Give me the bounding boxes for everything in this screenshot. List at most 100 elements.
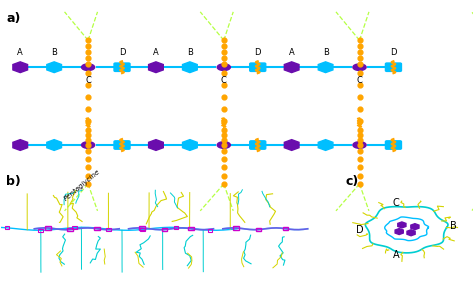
Point (84, 62, 92, 67)
Point (220, 138, 228, 143)
Point (84, 38, 92, 43)
Polygon shape (182, 140, 197, 150)
Point (84, 119, 92, 124)
Text: A: A (18, 48, 23, 57)
Point (220, 56, 228, 61)
Text: D: D (119, 48, 125, 57)
FancyBboxPatch shape (385, 63, 401, 71)
Bar (188, 227, 194, 230)
Point (220, 173, 228, 178)
FancyBboxPatch shape (114, 141, 130, 149)
Bar (208, 229, 212, 232)
Ellipse shape (353, 64, 366, 70)
Point (220, 50, 228, 55)
Point (84, 107, 92, 111)
Point (84, 56, 92, 61)
Point (220, 119, 228, 124)
Point (356, 149, 363, 153)
FancyBboxPatch shape (250, 141, 266, 149)
Point (356, 95, 363, 100)
Text: B: B (51, 48, 57, 57)
Ellipse shape (353, 142, 366, 148)
Point (356, 56, 363, 61)
Bar (283, 227, 288, 230)
Polygon shape (182, 62, 197, 72)
Point (220, 157, 228, 162)
Point (356, 71, 363, 76)
Polygon shape (395, 229, 403, 235)
Point (356, 182, 363, 186)
Point (84, 149, 92, 153)
Text: c): c) (346, 175, 359, 188)
Point (220, 133, 228, 137)
Ellipse shape (217, 142, 230, 148)
Polygon shape (318, 140, 333, 150)
Point (356, 143, 363, 147)
Point (356, 133, 363, 137)
Point (356, 165, 363, 170)
Point (84, 95, 92, 100)
FancyBboxPatch shape (114, 63, 130, 71)
Point (356, 44, 363, 49)
Polygon shape (47, 140, 62, 150)
Text: A: A (153, 48, 159, 57)
Polygon shape (398, 222, 406, 228)
Bar (174, 226, 178, 229)
Ellipse shape (217, 64, 230, 70)
Bar (256, 228, 261, 231)
Point (84, 173, 92, 178)
Point (84, 157, 92, 162)
Point (84, 182, 92, 186)
Text: C: C (85, 76, 91, 85)
Bar (72, 226, 77, 229)
Bar (94, 227, 100, 230)
Point (220, 165, 228, 170)
Ellipse shape (82, 142, 95, 148)
Text: Pentaglycine: Pentaglycine (63, 168, 101, 202)
Point (356, 128, 363, 133)
Bar (67, 228, 73, 231)
Point (220, 182, 228, 186)
Point (356, 157, 363, 162)
Text: D: D (356, 225, 364, 235)
Point (356, 38, 363, 43)
Point (84, 138, 92, 143)
Text: B: B (187, 48, 193, 57)
Point (356, 83, 363, 88)
Text: C: C (392, 198, 399, 207)
Point (220, 143, 228, 147)
Text: D: D (255, 48, 261, 57)
Bar (5, 226, 9, 229)
Point (220, 149, 228, 153)
Polygon shape (47, 62, 62, 72)
Point (84, 143, 92, 147)
Point (220, 128, 228, 133)
Point (220, 62, 228, 67)
Point (356, 62, 363, 67)
Polygon shape (407, 230, 415, 236)
Point (84, 128, 92, 133)
Bar (233, 226, 239, 230)
Point (220, 83, 228, 88)
Text: C: C (221, 76, 227, 85)
Text: B: B (323, 48, 328, 57)
Text: a): a) (6, 12, 20, 25)
Bar (45, 226, 51, 230)
FancyBboxPatch shape (385, 141, 401, 149)
Point (220, 44, 228, 49)
Bar (38, 229, 43, 232)
Text: D: D (390, 48, 397, 57)
Bar (106, 228, 111, 231)
Point (84, 44, 92, 49)
Text: B: B (450, 221, 457, 231)
Polygon shape (284, 140, 299, 150)
Point (220, 38, 228, 43)
Point (84, 50, 92, 55)
Point (356, 138, 363, 143)
Point (356, 50, 363, 55)
Bar (140, 228, 145, 231)
Ellipse shape (82, 64, 95, 70)
Point (84, 83, 92, 88)
Bar (162, 228, 167, 231)
Point (356, 107, 363, 111)
